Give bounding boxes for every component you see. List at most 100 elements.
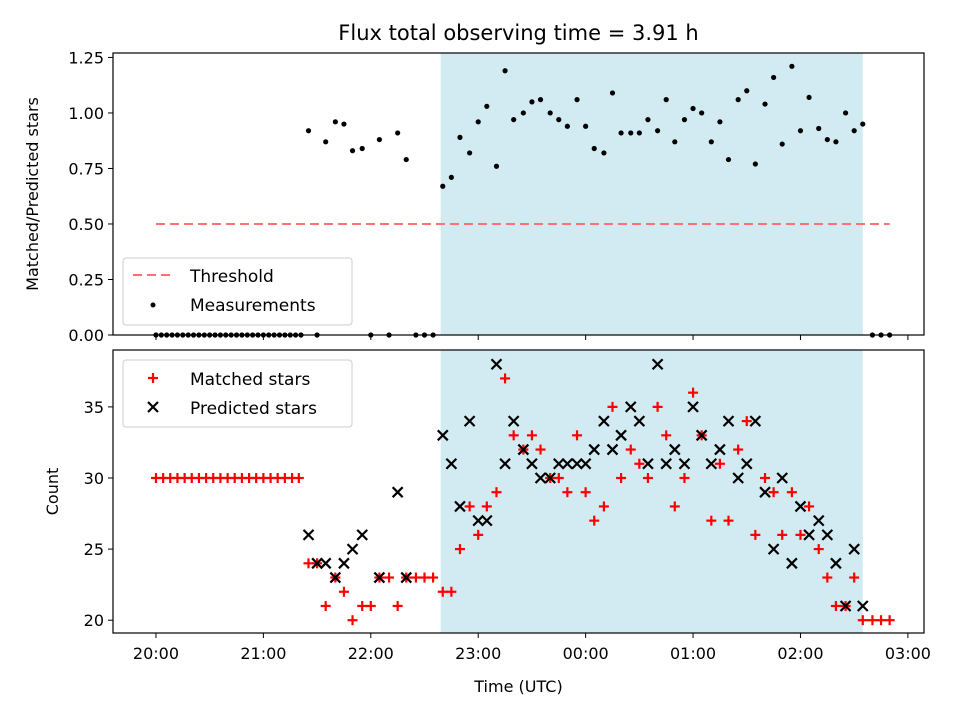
bottom-x-tick-label: 21:00 <box>240 644 286 663</box>
measurement-point <box>323 139 329 145</box>
legend-matched-label: Matched stars <box>190 370 310 390</box>
bottom-legend-box <box>122 359 353 428</box>
predicted-star-point <box>302 529 315 541</box>
top-y-ticks: 0.00 0.25 0.50 0.75 1.00 1.25 <box>68 48 113 345</box>
legend-matched-swatch <box>148 373 158 383</box>
predicted-star-point <box>749 415 762 427</box>
predicted-star-point <box>373 571 386 584</box>
measurement-point <box>860 121 866 127</box>
measurement-point <box>591 145 597 152</box>
matched-stars-points <box>150 373 895 626</box>
predicted-star-point <box>526 457 538 470</box>
bottom-x-tick-label: 03:00 <box>885 644 931 663</box>
measurement-points <box>153 63 893 338</box>
measurement-point <box>529 99 535 105</box>
predicted-star-point <box>571 457 583 470</box>
bottom-x-tick-label: 00:00 <box>563 644 609 663</box>
x-axis-label: Time (UTC) <box>473 677 562 696</box>
predicted-star-point <box>346 543 359 555</box>
top-y-tick-label: 0.75 <box>68 159 104 178</box>
measurement-point <box>547 110 553 116</box>
measurement-point <box>771 74 777 81</box>
predicted-star-point <box>588 443 601 456</box>
top-y-axis-label: Matched/Predicted stars <box>23 97 42 291</box>
top-legend: Threshold Measurements <box>122 257 353 326</box>
measurement-point <box>725 156 732 163</box>
measurement-point <box>564 123 570 129</box>
bottom-x-ticks: 20:00 21:00 22:00 23:00 00:00 01:00 02:00 03:00 <box>133 633 931 663</box>
predicted-star-point <box>606 443 619 456</box>
bottom-x-tick-label: 01:00 <box>670 644 716 663</box>
measurement-point <box>690 105 696 112</box>
measurement-point <box>467 150 473 156</box>
predicted-star-point <box>678 457 691 470</box>
predicted-star-point <box>598 415 610 427</box>
predicted-star-point <box>705 457 718 470</box>
bottom-axes-frame <box>112 349 925 634</box>
bottom-legend: Matched stars Predicted stars <box>122 359 353 428</box>
legend-predicted-marker <box>147 401 159 413</box>
measurement-point <box>341 121 347 127</box>
observing-window-shade-bottom <box>440 350 863 633</box>
measurement-point <box>663 97 669 103</box>
measurement-point <box>349 148 356 154</box>
measurement-point <box>752 161 758 167</box>
predicted-star-point <box>830 557 842 570</box>
measurement-point <box>502 68 508 74</box>
predicted-star-point <box>740 457 753 470</box>
measurement-point <box>359 145 365 152</box>
bottom-x-tick-label: 23:00 <box>455 644 501 663</box>
measurement-point <box>672 139 678 145</box>
predicted-star-point <box>454 500 466 513</box>
top-axes-frame <box>112 52 925 336</box>
bottom-y-tick-label: 30 <box>84 469 104 488</box>
predicted-star-point <box>329 571 342 584</box>
legend-predicted-label: Predicted stars <box>190 399 317 419</box>
legend-measurements-label: Measurements <box>190 296 316 316</box>
predicted-star-point <box>839 600 852 612</box>
measurement-point <box>655 128 661 134</box>
predicted-star-point <box>695 429 708 442</box>
predicted-star-point <box>553 457 565 470</box>
predicted-star-point <box>786 557 798 570</box>
measurement-point <box>797 128 804 134</box>
measurement-point <box>305 128 312 134</box>
predicted-star-point <box>687 401 699 413</box>
measurement-point <box>762 101 768 107</box>
bottom-y-tick-label: 35 <box>84 398 104 417</box>
predicted-star-point <box>517 443 530 456</box>
top-y-tick-label: 1.25 <box>68 48 104 67</box>
measurement-point <box>744 88 750 94</box>
predicted-star-point <box>499 457 511 470</box>
predicted-star-point <box>490 358 503 370</box>
chart-title: Flux total observing time = 3.91 h <box>338 21 698 45</box>
predicted-star-point <box>481 514 493 527</box>
measurement-point <box>511 117 517 123</box>
measurement-point <box>708 139 714 145</box>
bottom-y-tick-label: 25 <box>84 540 104 559</box>
measurement-point <box>484 103 490 109</box>
predicted-star-point <box>311 557 323 570</box>
bottom-x-tick-label: 02:00 <box>777 644 823 663</box>
predicted-star-point <box>651 358 664 370</box>
predicted-star-point <box>356 529 368 541</box>
top-y-tick-label: 0.50 <box>68 215 104 234</box>
measurement-point <box>789 63 795 69</box>
measurement-point <box>609 90 616 96</box>
predicted-star-point <box>856 600 869 612</box>
bottom-y-ticks: 20 25 30 35 <box>84 398 113 630</box>
measurement-point <box>493 163 500 169</box>
top-y-tick-label: 0.25 <box>68 270 104 289</box>
measurement-point <box>440 183 446 189</box>
predicted-stars-points <box>302 358 869 612</box>
bottom-panel: 20 25 30 35 20:00 21:00 22:00 23:00 00:00 01:00 0… <box>43 349 931 696</box>
measurement-point <box>681 117 688 123</box>
measurement-point <box>842 110 849 116</box>
predicted-star-point <box>759 486 771 498</box>
predicted-star-point <box>669 443 681 456</box>
predicted-star-point <box>544 472 556 484</box>
bottom-y-axis-label: Count <box>43 468 62 516</box>
predicted-star-point <box>776 472 788 484</box>
measurement-point <box>618 130 624 136</box>
